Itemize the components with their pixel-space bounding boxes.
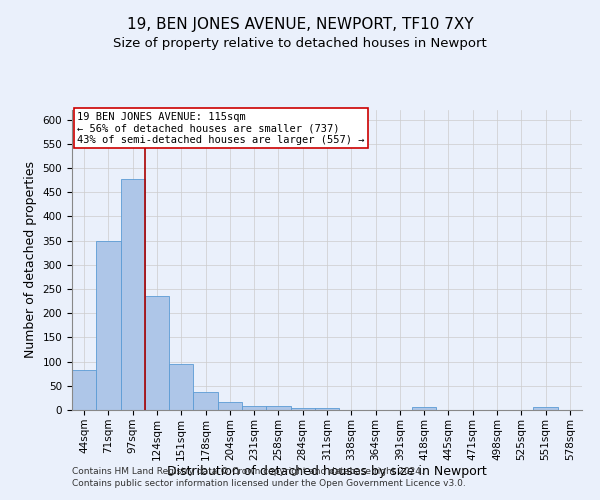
Bar: [193, 392, 218, 410]
Bar: [121, 178, 145, 410]
Bar: [96, 240, 121, 410]
Text: Contains HM Land Registry data © Crown copyright and database right 2024.
Contai: Contains HM Land Registry data © Crown c…: [72, 466, 466, 487]
Bar: [412, 407, 436, 410]
Bar: [290, 408, 315, 410]
Bar: [533, 407, 558, 410]
X-axis label: Distribution of detached houses by size in Newport: Distribution of detached houses by size …: [167, 466, 487, 478]
Text: 19 BEN JONES AVENUE: 115sqm
← 56% of detached houses are smaller (737)
43% of se: 19 BEN JONES AVENUE: 115sqm ← 56% of det…: [77, 112, 365, 144]
Bar: [218, 402, 242, 410]
Bar: [315, 408, 339, 410]
Y-axis label: Number of detached properties: Number of detached properties: [24, 162, 37, 358]
Bar: [145, 296, 169, 410]
Text: Size of property relative to detached houses in Newport: Size of property relative to detached ho…: [113, 38, 487, 51]
Bar: [266, 406, 290, 410]
Bar: [242, 406, 266, 410]
Text: 19, BEN JONES AVENUE, NEWPORT, TF10 7XY: 19, BEN JONES AVENUE, NEWPORT, TF10 7XY: [127, 18, 473, 32]
Bar: [72, 370, 96, 410]
Bar: [169, 364, 193, 410]
